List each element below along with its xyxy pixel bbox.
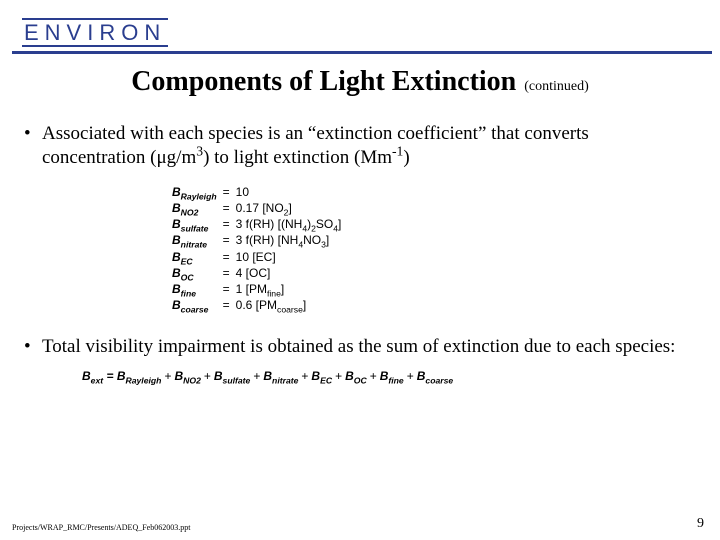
eq-row: BEC=10 [EC] <box>172 249 347 265</box>
eq-rhs: 10 <box>236 184 348 200</box>
page-title-suffix: (continued) <box>524 79 589 94</box>
eq-eq: = <box>223 265 236 281</box>
eq-rhs: 0.6 [PMcoarse] <box>236 297 348 313</box>
eq-lhs: Bsulfate <box>172 216 223 232</box>
eq-eq: = <box>223 281 236 297</box>
footer-path: Projects/WRAP_RMC/Presents/ADEQ_Feb06200… <box>12 523 190 532</box>
eq-row: BRayleigh=10 <box>172 184 347 200</box>
bullet-2-text: Total visibility impairment is obtained … <box>42 336 675 357</box>
eq-lhs: BNO2 <box>172 200 223 216</box>
eq-lhs: Bfine <box>172 281 223 297</box>
eq-lhs: BEC <box>172 249 223 265</box>
eq-lhs: Bnitrate <box>172 232 223 248</box>
bullet-1: Associated with each species is an “exti… <box>24 122 696 170</box>
eq-eq: = <box>223 216 236 232</box>
eq-row: Bnitrate=3 f(RH) [NH4NO3] <box>172 232 347 248</box>
sum-equation: Bext = BRayleigh+BNO2+Bsulfate+Bnitrate+… <box>82 369 696 383</box>
eq-rhs: 3 f(RH) [NH4NO3] <box>236 232 348 248</box>
eq-row: BOC=4 [OC] <box>172 265 347 281</box>
eq-row: Bsulfate=3 f(RH) [(NH4)2SO4] <box>172 216 347 232</box>
eq-rhs: 1 [PMfine] <box>236 281 348 297</box>
footer: Projects/WRAP_RMC/Presents/ADEQ_Feb06200… <box>12 516 704 532</box>
eq-row: BNO2=0.17 [NO2] <box>172 200 347 216</box>
bullet-1-text: Associated with each species is an “exti… <box>42 123 589 168</box>
bullet-2: Total visibility impairment is obtained … <box>24 335 696 359</box>
eq-eq: = <box>223 297 236 313</box>
equations-table: BRayleigh=10 BNO2=0.17 [NO2] Bsulfate=3 … <box>172 184 347 314</box>
content-region: Associated with each species is an “exti… <box>0 98 720 383</box>
eq-row: Bcoarse=0.6 [PMcoarse] <box>172 297 347 313</box>
eq-lhs: BOC <box>172 265 223 281</box>
eq-eq: = <box>223 249 236 265</box>
eq-eq: = <box>223 184 236 200</box>
header-rule <box>12 51 712 54</box>
page-title: Components of Light Extinction <box>131 66 516 97</box>
eq-eq: = <box>223 200 236 216</box>
footer-page-number: 9 <box>697 516 704 532</box>
eq-rhs: 0.17 [NO2] <box>236 200 348 216</box>
eq-lhs: Bcoarse <box>172 297 223 313</box>
logo-region: ENVIRON <box>0 0 720 47</box>
eq-rhs: 3 f(RH) [(NH4)2SO4] <box>236 216 348 232</box>
title-block: Components of Light Extinction (continue… <box>0 66 720 98</box>
eq-row: Bfine=1 [PMfine] <box>172 281 347 297</box>
eq-lhs: BRayleigh <box>172 184 223 200</box>
logo-text: ENVIRON <box>22 18 168 47</box>
eq-rhs: 10 [EC] <box>236 249 348 265</box>
eq-eq: = <box>223 232 236 248</box>
eq-rhs: 4 [OC] <box>236 265 348 281</box>
